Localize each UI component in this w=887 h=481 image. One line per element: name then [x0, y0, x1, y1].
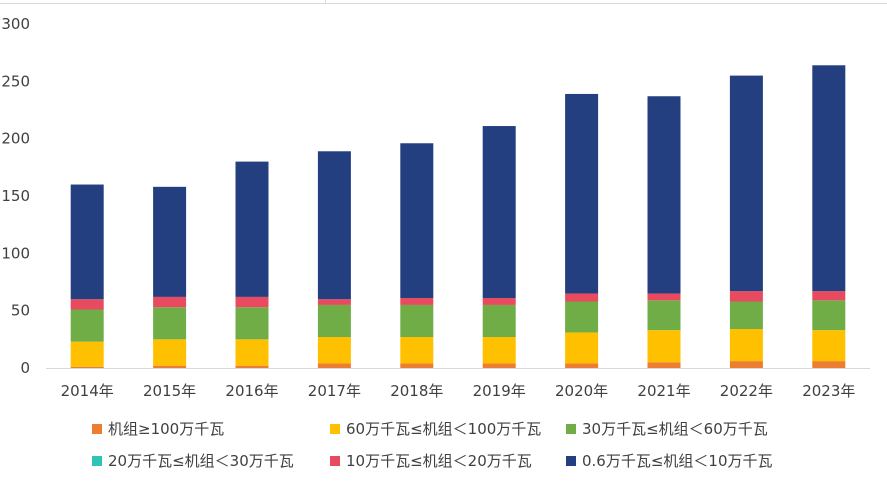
legend-item-20-30: 20万千瓦≤机组＜30万千瓦 [92, 450, 294, 471]
legend-swatch [330, 455, 340, 466]
x-tick-label: 2019年 [473, 382, 526, 400]
bar-segment [565, 93, 599, 294]
bar-segment [482, 337, 516, 364]
bar-segment [482, 298, 516, 305]
bar-segment [153, 186, 187, 297]
bar-segment [812, 330, 846, 362]
legend-item-10-20: 10万千瓦≤机组＜20万千瓦 [330, 450, 532, 471]
bar-segment [812, 65, 846, 292]
x-tick-label: 2020年 [555, 382, 608, 400]
legend-swatch [92, 423, 102, 434]
bar-segment [317, 304, 351, 338]
bar-segment [235, 339, 269, 366]
legend-label: 机组≥100万千瓦 [108, 420, 225, 438]
bar-segment [400, 143, 434, 299]
bar-segment [317, 151, 351, 300]
bar-segment [565, 293, 599, 302]
bar-segment [647, 293, 681, 301]
bar-segment [153, 365, 187, 368]
bar-segment [235, 296, 269, 308]
bar-segment [400, 298, 434, 305]
bar-segment [729, 291, 763, 302]
bar-segment [153, 307, 187, 340]
y-tick-label: 0 [20, 359, 30, 377]
x-tick-label: 2016年 [225, 382, 278, 400]
bar-segment [565, 363, 599, 368]
y-tick-label: 50 [11, 302, 30, 320]
x-tick-label: 2017年 [308, 382, 361, 400]
bar-segment [70, 184, 104, 300]
x-tick-label: 2014年 [61, 382, 114, 400]
legend-label: 20万千瓦≤机组＜30万千瓦 [108, 452, 294, 470]
bar-segment [317, 337, 351, 364]
bars-group [70, 65, 846, 368]
x-axis: 2014年 2015年 2016年 2017年 2018年 2019年 2020年 2021年… [61, 382, 856, 400]
bar-segment [647, 96, 681, 294]
bar-segment [729, 301, 763, 330]
bar-segment [565, 332, 599, 364]
x-tick-label: 2021年 [637, 382, 690, 400]
bar-segment [70, 341, 104, 367]
bar-segment [729, 361, 763, 368]
bar-segment [70, 366, 104, 368]
legend-item-06-10: 0.6万千瓦≤机组＜10万千瓦 [566, 450, 773, 471]
bar-segment [812, 291, 846, 301]
legend-swatch [566, 423, 576, 434]
legend-swatch [330, 423, 340, 434]
bar-segment [729, 329, 763, 362]
bar-segment [647, 300, 681, 331]
y-axis: 0 50 100 150 200 250 300 [1, 15, 30, 377]
legend-label: 0.6万千瓦≤机组＜10万千瓦 [582, 452, 773, 470]
y-tick-label: 100 [1, 244, 30, 262]
bar-segment [482, 304, 516, 338]
bar-segment [482, 363, 516, 368]
y-tick-label: 200 [1, 130, 30, 148]
bar-segment [565, 301, 599, 333]
bar-segment [812, 300, 846, 331]
bar-segment [482, 126, 516, 299]
legend-item-ge100: 机组≥100万千瓦 [92, 418, 224, 439]
bar-segment [647, 362, 681, 368]
bar-segment [400, 337, 434, 364]
x-tick-label: 2015年 [143, 382, 196, 400]
bar-segment [70, 299, 104, 310]
bar-segment [317, 299, 351, 305]
bar-segment [729, 75, 763, 292]
bar-segment [235, 161, 269, 297]
legend-swatch [566, 455, 576, 466]
bar-segment [647, 330, 681, 363]
legend-item-60-100: 60万千瓦≤机组＜100万千瓦 [330, 418, 541, 439]
bar-segment [153, 296, 187, 308]
bar-segment [235, 365, 269, 368]
y-tick-label: 250 [1, 72, 30, 90]
x-tick-label: 2018年 [390, 382, 443, 400]
y-tick-label: 300 [1, 15, 30, 33]
legend-swatch [92, 455, 102, 466]
x-tick-label: 2023年 [802, 382, 855, 400]
x-tick-label: 2022年 [720, 382, 773, 400]
bar-segment [235, 307, 269, 340]
bar-segment [153, 339, 187, 366]
legend-label: 60万千瓦≤机组＜100万千瓦 [346, 420, 542, 438]
legend-item-30-60: 30万千瓦≤机组＜60万千瓦 [566, 418, 768, 439]
bar-segment [400, 363, 434, 368]
legend-label: 30万千瓦≤机组＜60万千瓦 [582, 420, 768, 438]
y-tick-label: 150 [1, 187, 30, 205]
bar-segment [70, 309, 104, 342]
bar-segment [317, 363, 351, 368]
legend-label: 10万千瓦≤机组＜20万千瓦 [346, 452, 532, 470]
bar-segment [400, 304, 434, 338]
bar-segment [812, 361, 846, 368]
